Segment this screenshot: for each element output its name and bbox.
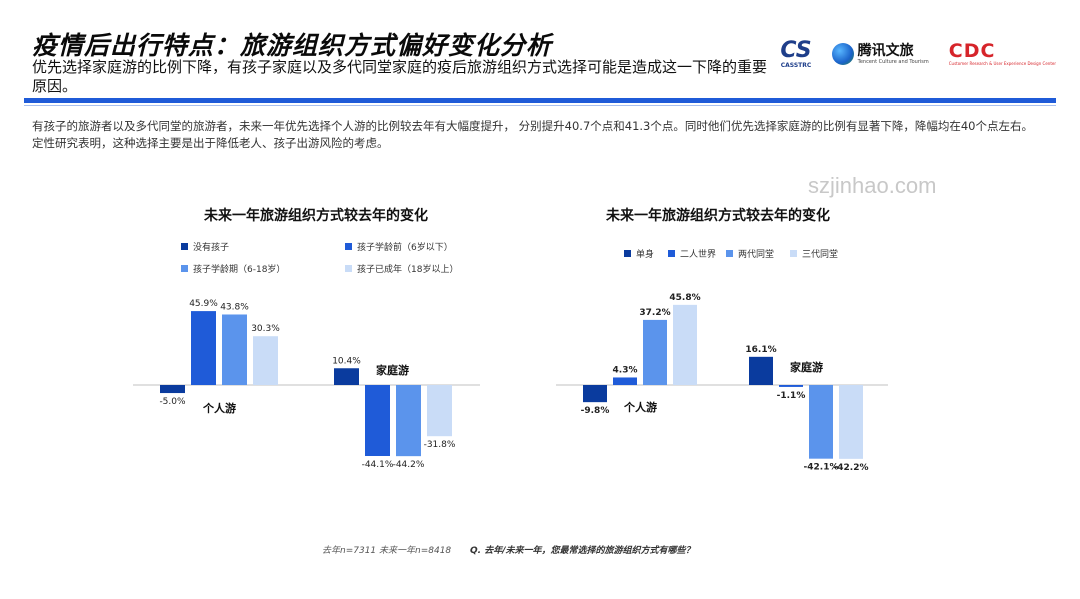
legend-swatch bbox=[181, 265, 188, 272]
bar-2-1-3 bbox=[643, 319, 667, 385]
chart-2-legend-item: 单身 bbox=[624, 247, 654, 260]
data-label: 45.9% bbox=[189, 299, 218, 309]
page-title: 疫情后出行特点：旅游组织方式偏好变化分析 bbox=[32, 31, 553, 60]
chart-2-legend-item: 二人世界 bbox=[668, 247, 716, 260]
category-label: 家庭游 bbox=[790, 360, 823, 374]
legend-label: 两代同堂 bbox=[738, 250, 775, 260]
logo-bar: CS CASSTRC 腾讯文旅 Tencent Culture and Tour… bbox=[780, 34, 1056, 74]
chart-1-title: 未来一年旅游组织方式较去年的变化 bbox=[204, 208, 428, 224]
bar-2-2-3 bbox=[809, 385, 833, 459]
chart-2-legend-item: 三代同堂 bbox=[790, 247, 838, 260]
data-label: 37.2% bbox=[639, 308, 670, 318]
data-label: -1.1% bbox=[777, 391, 806, 401]
tencent-logo-en: Tencent Culture and Tourism bbox=[857, 59, 929, 65]
cdc-logo-sub: Customer Research & User Experience Desi… bbox=[948, 61, 1056, 66]
bar-1-2-2 bbox=[365, 385, 390, 457]
survey-question: Q. 去年/未来一年，您最常选择的旅游组织方式有哪些？ bbox=[470, 546, 695, 556]
watermark: szjinhao.com bbox=[808, 173, 937, 198]
header-divider bbox=[24, 98, 1056, 103]
header-divider-thin bbox=[24, 105, 1056, 106]
tencent-logo-cn: 腾讯文旅 bbox=[857, 43, 914, 59]
tencent-culture-logo: 腾讯文旅 Tencent Culture and Tourism bbox=[831, 43, 929, 65]
data-label: -9.8% bbox=[581, 406, 610, 416]
bar-1-1-2 bbox=[191, 311, 216, 385]
sample-size-note: 去年n=7311 未来一年n=8418 bbox=[322, 546, 452, 556]
bar-2-1-1 bbox=[583, 385, 607, 403]
bar-2-2-4 bbox=[839, 385, 863, 459]
cdc-logo-mark: CDC bbox=[948, 40, 996, 62]
bar-1-2-4 bbox=[427, 385, 452, 437]
bar-1-1-3 bbox=[222, 314, 247, 385]
legend-swatch bbox=[345, 243, 352, 250]
legend-label: 孩子学龄期（6-18岁） bbox=[193, 265, 286, 275]
casstrc-logo-mark: CS bbox=[780, 37, 812, 63]
bar-2-1-2 bbox=[613, 377, 637, 385]
bar-2-1-4 bbox=[673, 304, 697, 385]
data-label: -42.2% bbox=[834, 463, 869, 473]
category-label: 个人游 bbox=[202, 401, 236, 415]
chart-2-legend-item: 两代同堂 bbox=[726, 247, 774, 260]
chart-2-title: 未来一年旅游组织方式较去年的变化 bbox=[606, 208, 830, 224]
legend-label: 孩子学龄前（6岁以下） bbox=[357, 243, 453, 253]
data-label: 16.1% bbox=[745, 345, 776, 355]
data-label: 43.8% bbox=[220, 302, 249, 312]
chart-1-legend-item: 没有孩子 bbox=[181, 240, 229, 253]
data-label: -5.0% bbox=[159, 397, 186, 407]
legend-swatch bbox=[790, 250, 797, 257]
casstrc-logo-text: CASSTRC bbox=[780, 61, 812, 69]
bar-1-1-1 bbox=[160, 385, 185, 394]
legend-label: 孩子已成年（18岁以上） bbox=[357, 265, 459, 275]
legend-swatch bbox=[726, 250, 733, 257]
legend-swatch bbox=[624, 250, 631, 257]
data-label: -44.2% bbox=[393, 460, 425, 470]
casstrc-logo: CS CASSTRC bbox=[780, 37, 812, 69]
legend-label: 没有孩子 bbox=[193, 243, 230, 253]
data-label: 10.4% bbox=[332, 356, 361, 366]
chart-1-legend-item: 孩子学龄期（6-18岁） bbox=[181, 262, 285, 275]
cdc-logo: CDC Customer Research & User Experience … bbox=[948, 40, 1056, 67]
bar-1-2-1 bbox=[334, 368, 359, 385]
data-label: 4.3% bbox=[613, 365, 638, 375]
data-label: -42.1% bbox=[804, 463, 839, 473]
chart-1-legend-item: 孩子学龄前（6岁以下） bbox=[345, 240, 453, 253]
legend-label: 单身 bbox=[636, 250, 655, 260]
category-label: 个人游 bbox=[623, 400, 657, 414]
chart-1-legend-item: 孩子已成年（18岁以上） bbox=[345, 262, 458, 275]
legend-label: 三代同堂 bbox=[802, 250, 839, 260]
globe-icon bbox=[831, 43, 854, 65]
category-label: 家庭游 bbox=[376, 363, 409, 377]
legend-swatch bbox=[181, 243, 188, 250]
data-label: 30.3% bbox=[251, 324, 280, 334]
data-label: -44.1% bbox=[362, 460, 394, 470]
bar-1-1-4 bbox=[253, 336, 278, 385]
legend-swatch bbox=[345, 265, 352, 272]
description-text: 有孩子的旅游者以及多代同堂的旅游者，未来一年优先选择个人游的比例较去年有大幅度提… bbox=[32, 119, 1033, 150]
bar-2-2-1 bbox=[749, 356, 773, 385]
legend-swatch bbox=[668, 250, 675, 257]
data-label: -31.8% bbox=[424, 440, 456, 450]
legend-label: 二人世界 bbox=[680, 250, 717, 260]
bar-1-2-3 bbox=[396, 385, 421, 457]
page-subtitle: 优先选择家庭游的比例下降，有孩子家庭以及多代同堂家庭的疫后旅游组织方式选择可能是… bbox=[32, 58, 768, 95]
data-label: 45.8% bbox=[669, 293, 700, 303]
bar-2-2-2 bbox=[779, 385, 803, 387]
